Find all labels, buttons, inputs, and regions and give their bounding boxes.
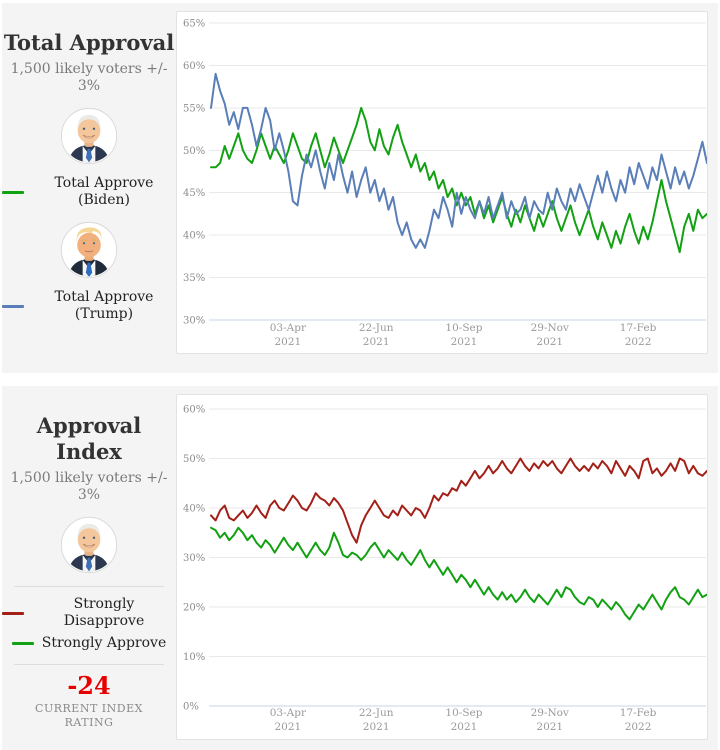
total-approval-chart-card: 65% 60% 55% 50% 45% 40% 35% 30% 03-Apr 2021 22-Jun…	[176, 11, 708, 354]
y-axis-tick-label: 65%	[183, 19, 205, 30]
legend-trump-total-approve: Total Approve (Trump)	[2, 289, 176, 323]
y-axis-tick-label: 55%	[183, 103, 205, 114]
y-axis-tick-label: 50%	[183, 454, 205, 465]
legend-label-strongly-disapprove: Strongly Disapprove	[63, 596, 145, 629]
y-axis-tick-label: 20%	[183, 603, 205, 614]
y-axis-tick-label: 40%	[183, 504, 205, 515]
current-index-rating-value: -24	[67, 671, 111, 700]
sample-size-subtitle: 1,500 likely voters +/- 3%	[10, 61, 168, 94]
legend-strongly-approve: Strongly Approve	[2, 635, 176, 652]
biden-avatar	[60, 107, 118, 165]
y-axis-tick-label: 45%	[183, 188, 205, 199]
legend-label-biden: Total Approve (Biden)	[54, 175, 154, 208]
y-axis-tick-label: 60%	[183, 61, 205, 72]
approval-index-chart-card: 60% 50% 40% 30% 20% 10% 0% 03-Apr 2021 22-Jun 2021…	[176, 394, 708, 740]
trump-avatar	[60, 221, 118, 279]
y-axis-tick-label: 40%	[183, 231, 205, 242]
y-axis-tick-label: 60%	[183, 405, 205, 416]
x-axis-tick-label: 17-Feb 2022	[620, 322, 657, 348]
total-approval-chart: 65% 60% 55% 50% 45% 40% 35% 30% 03-Apr 2021 22-Jun…	[183, 19, 707, 348]
current-index-rating-label: CURRENT INDEX RATING	[35, 702, 143, 729]
x-axis-tick-label: 22-Jun 2021	[359, 707, 394, 733]
legend-label-strongly-approve: Strongly Approve	[41, 635, 167, 651]
line-strongly-disapprove	[210, 457, 707, 544]
x-axis-tick-label: 10-Sep 2021	[445, 707, 482, 733]
x-axis-tick-label: 03-Apr 2021	[270, 322, 307, 348]
page-title-approval-index: Approval Index	[36, 413, 142, 464]
y-axis-tick-label: 30%	[183, 316, 205, 327]
approve-line-swatch	[11, 642, 34, 645]
approval-index-panel: Approval Index 1,500 likely voters +/- 3…	[2, 386, 718, 750]
legend-label-trump: Total Approve (Trump)	[54, 289, 154, 322]
x-axis-tick-label: 10-Sep 2021	[445, 322, 482, 348]
total-approval-sidebar: Total Approval 1,500 likely voters +/- 3…	[2, 3, 176, 373]
y-axis-tick-label: 10%	[183, 652, 205, 663]
approval-index-chart: 60% 50% 40% 30% 20% 10% 0% 03-Apr 2021 22-Jun 2021…	[183, 405, 707, 733]
biden-line-swatch	[2, 190, 24, 194]
sidebar-divider	[14, 664, 164, 665]
approval-index-sidebar: Approval Index 1,500 likely voters +/- 3…	[2, 386, 176, 750]
trump-line-swatch	[2, 304, 24, 308]
sample-size-subtitle: 1,500 likely voters +/- 3%	[10, 470, 168, 503]
y-axis-tick-label: 30%	[183, 553, 205, 564]
legend-strongly-disapprove: Strongly Disapprove	[2, 596, 176, 630]
x-axis-tick-label: 29-Nov 2021	[531, 322, 569, 348]
x-axis-tick-label: 03-Apr 2021	[270, 707, 307, 733]
biden-portrait-image	[60, 516, 118, 574]
sidebar-divider	[14, 586, 164, 587]
line-total-approve-trump	[210, 72, 707, 249]
y-axis-tick-label: 0%	[183, 702, 199, 713]
page-title: Total Approval	[3, 30, 175, 55]
disapprove-line-swatch	[2, 611, 24, 615]
x-axis-tick-label: 29-Nov 2021	[531, 707, 569, 733]
biden-avatar	[60, 516, 118, 574]
total-approval-panel: Total Approval 1,500 likely voters +/- 3…	[2, 3, 718, 373]
y-axis-tick-label: 35%	[183, 273, 205, 284]
x-axis-tick-label: 22-Jun 2021	[359, 322, 394, 348]
trump-portrait-image	[60, 221, 118, 279]
line-strongly-approve	[210, 526, 707, 621]
legend-biden-total-approve: Total Approve (Biden)	[2, 175, 176, 209]
y-axis-tick-label: 50%	[183, 146, 205, 157]
biden-portrait-image	[60, 107, 118, 165]
x-axis-tick-label: 17-Feb 2022	[620, 707, 657, 733]
